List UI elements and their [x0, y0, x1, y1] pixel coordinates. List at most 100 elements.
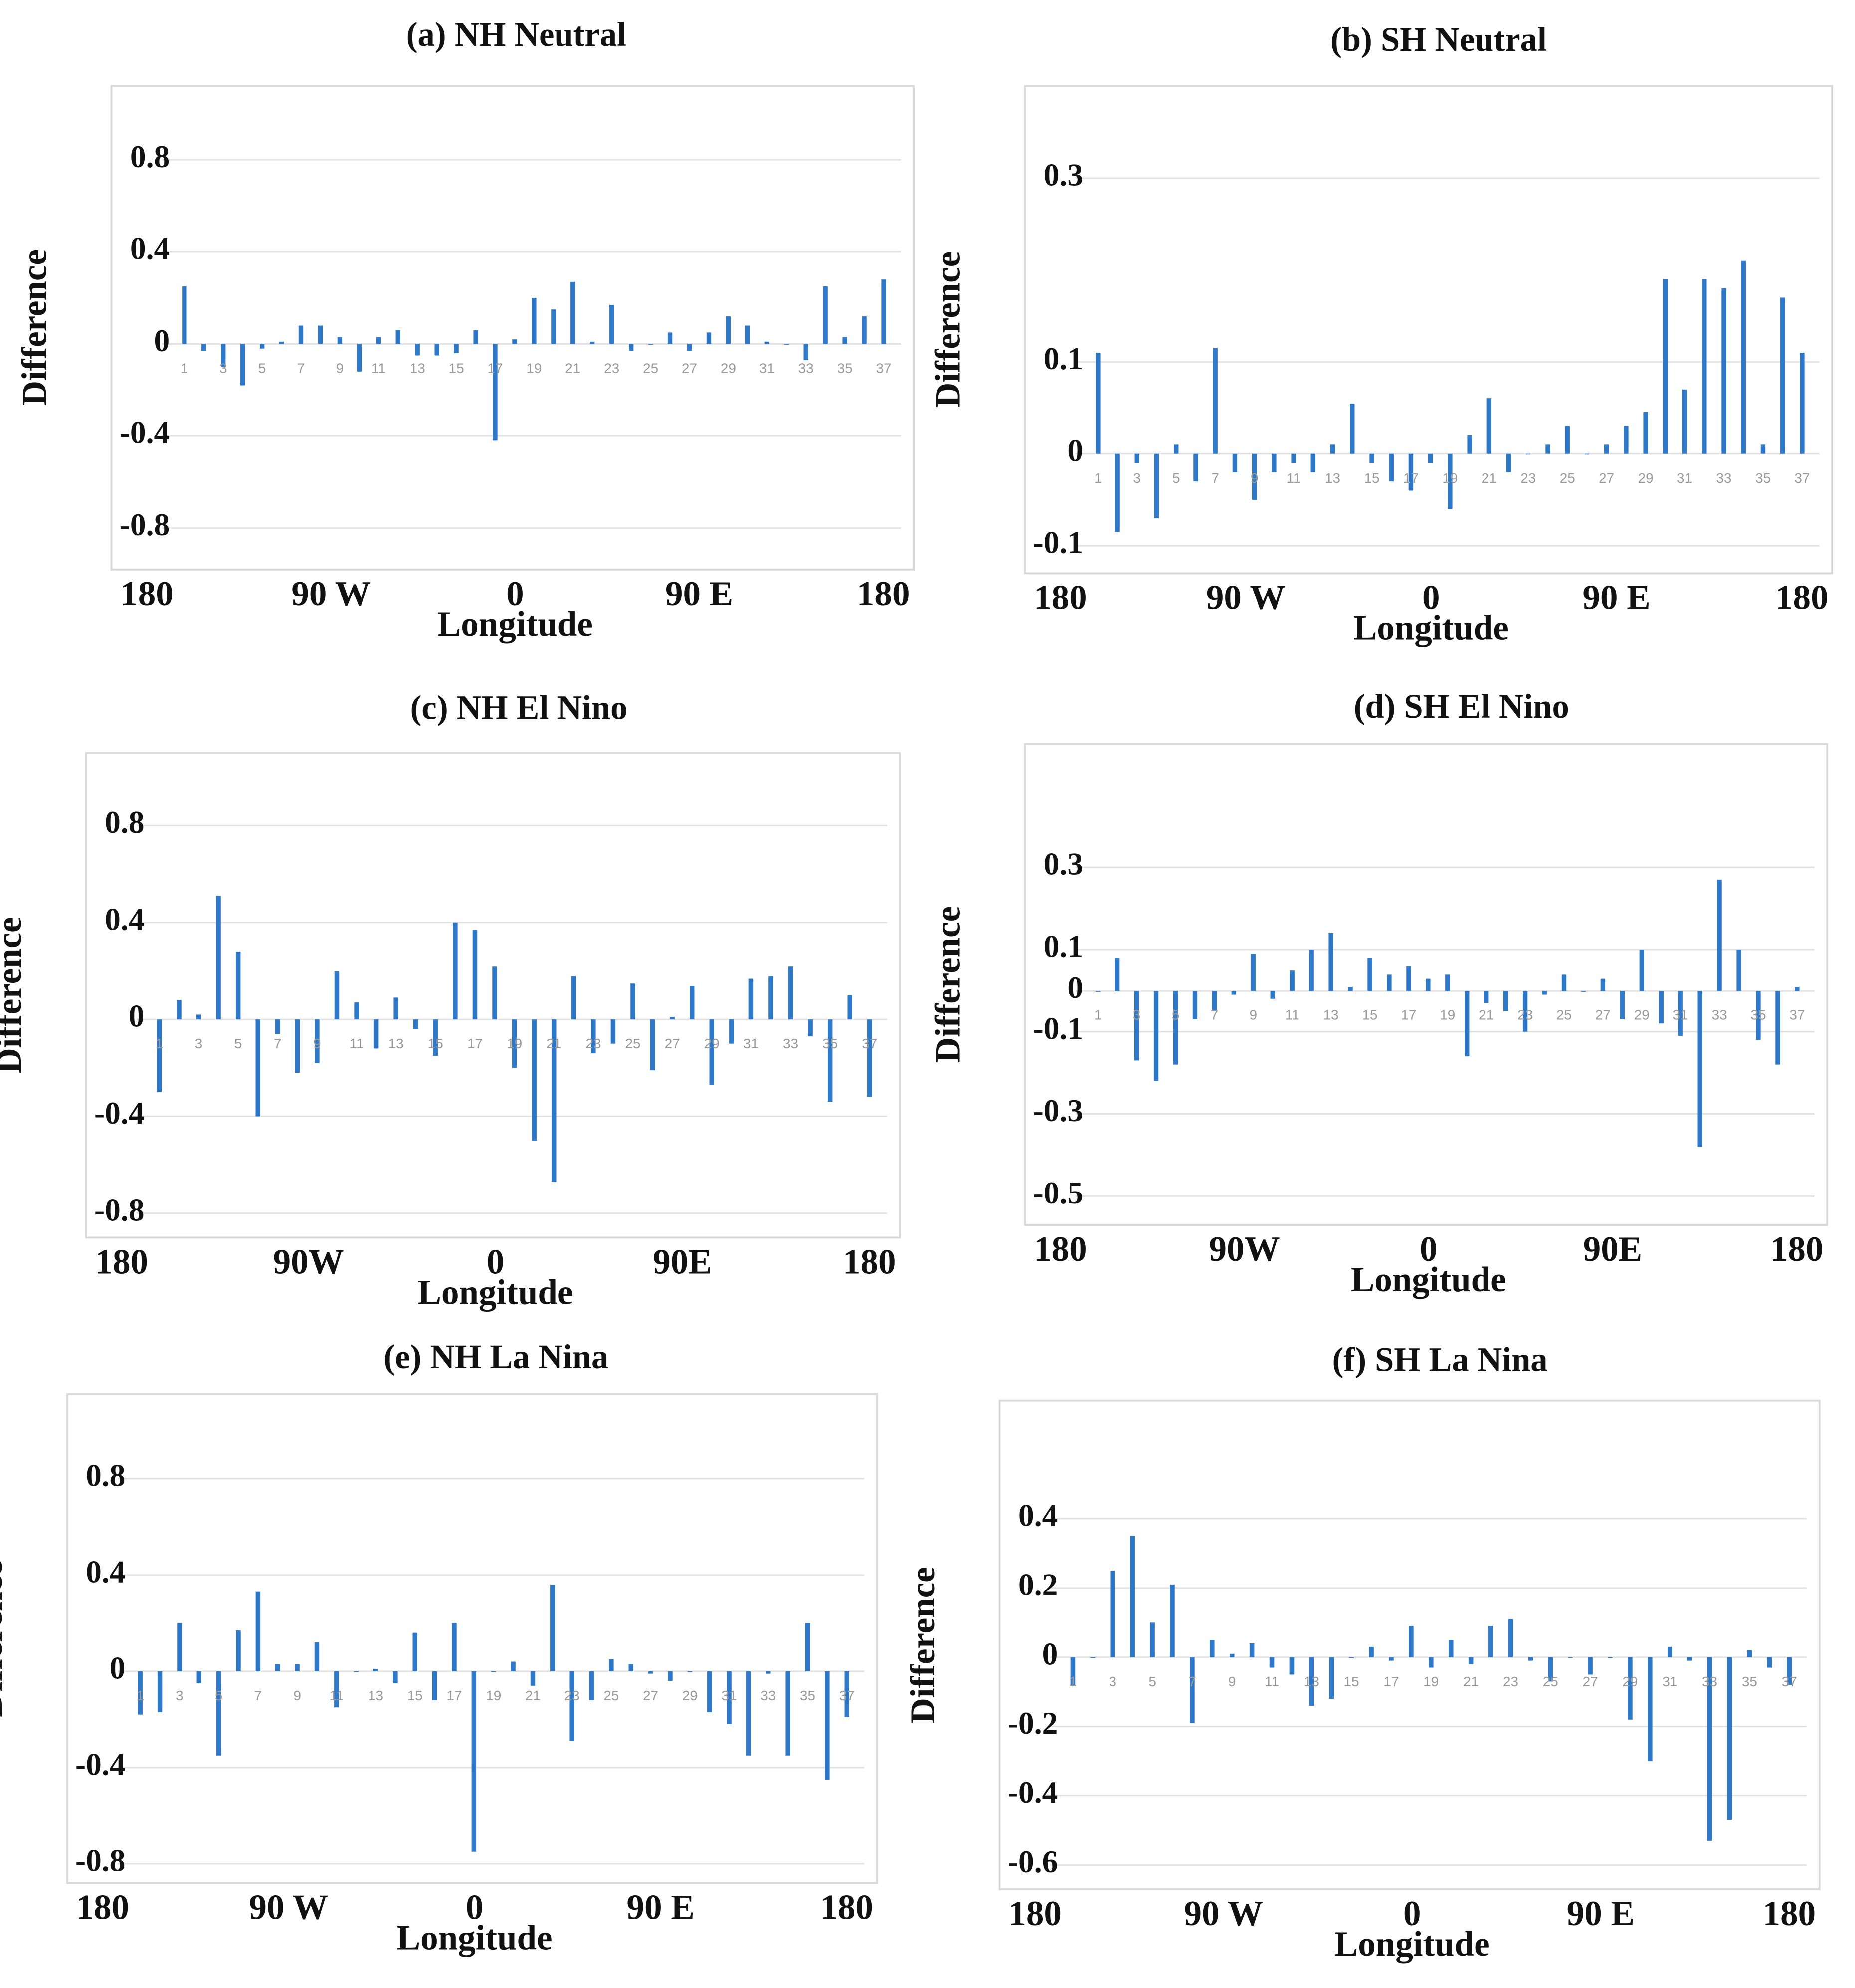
longitude-label: 0: [506, 575, 524, 613]
x-tick-label: 3: [1109, 1674, 1117, 1689]
bar: [201, 344, 206, 351]
bar: [823, 286, 828, 344]
bar: [1090, 1657, 1096, 1658]
x-tick-label: 13: [1304, 1674, 1319, 1689]
bar: [571, 976, 576, 1020]
bar: [393, 997, 398, 1020]
bar: [1428, 453, 1433, 463]
bar: [1542, 991, 1547, 995]
x-tick-label: 11: [350, 1036, 364, 1051]
y-tick-label: -0.5: [1033, 1175, 1083, 1210]
bar: [413, 1019, 418, 1029]
y-tick-label: 0.1: [1044, 341, 1083, 376]
panel: (f) SH La Nina 0.4 0.2 0 -0.2 -0.4 -0.6 Differe…: [904, 1340, 1821, 1964]
y-tick-label: 0.4: [86, 1554, 125, 1589]
bar: [1153, 991, 1159, 1081]
x-tick-label: 35: [800, 1688, 815, 1703]
bar: [433, 1019, 438, 1056]
bar: [157, 1019, 162, 1092]
bar: [628, 1664, 633, 1671]
longitude-label: 90W: [1209, 1230, 1280, 1269]
bar: [1721, 288, 1726, 454]
bar: [827, 1019, 833, 1102]
x-tick-label: 35: [1742, 1674, 1757, 1689]
y-axis-label: Difference: [929, 251, 968, 408]
bar: [1330, 444, 1335, 454]
x-tick-label: 11: [329, 1688, 344, 1703]
bar: [1096, 991, 1101, 992]
bar: [1190, 1657, 1195, 1723]
x-tick-label: 7: [1211, 470, 1219, 486]
y-tick-label: 0: [1042, 1636, 1058, 1671]
x-tick-label: 29: [721, 361, 736, 376]
x-tick-label: 15: [1362, 1007, 1377, 1022]
x-tick-label: 25: [1556, 1007, 1572, 1022]
bar: [393, 1671, 398, 1683]
bar: [1349, 1657, 1354, 1658]
longitude-label: 0: [1420, 1230, 1438, 1269]
x-axis-label: Longitude: [1353, 608, 1509, 647]
y-tick-label: -0.3: [1033, 1093, 1083, 1128]
bar: [727, 1671, 732, 1724]
bar: [847, 995, 852, 1020]
x-tick-label: 5: [1172, 470, 1180, 486]
bar: [157, 1671, 163, 1712]
y-tick-label: -0.1: [1033, 1010, 1083, 1046]
y-axis-label: Difference: [929, 906, 968, 1063]
bar: [530, 1671, 536, 1686]
chart-title: (f) SH La Nina: [1332, 1340, 1548, 1378]
x-tick-label: 37: [862, 1036, 877, 1051]
longitude-label: 180: [120, 575, 174, 613]
x-tick-label: 37: [1789, 1007, 1805, 1022]
x-tick-label: 19: [507, 1036, 522, 1051]
bar: [1350, 404, 1355, 454]
x-tick-label: 37: [1794, 470, 1810, 486]
bar: [453, 922, 458, 1020]
bar: [532, 298, 537, 344]
bar: [1620, 991, 1625, 1020]
x-tick-label: 17: [467, 1036, 483, 1051]
bar: [726, 316, 731, 344]
bar: [1213, 348, 1218, 454]
longitude-label: 90E: [1583, 1230, 1642, 1269]
bar: [295, 1664, 300, 1671]
longitude-label: 90 E: [1582, 578, 1650, 617]
bar: [532, 1019, 537, 1141]
bar: [1170, 1584, 1175, 1657]
y-tick-label: 0: [1067, 970, 1083, 1005]
x-tick-label: 21: [565, 361, 580, 376]
bar: [687, 344, 692, 351]
bar: [334, 1671, 339, 1708]
y-tick-label: 0.4: [130, 230, 170, 266]
x-tick-label: 5: [1148, 1674, 1156, 1689]
bar: [1639, 949, 1644, 991]
chart-title: (a) NH Neutral: [406, 15, 626, 53]
y-axis-label: Difference: [904, 1567, 942, 1723]
bar: [670, 1017, 675, 1020]
x-tick-label: 25: [625, 1036, 640, 1051]
bar: [1565, 426, 1570, 454]
x-tick-label: 29: [1634, 1007, 1650, 1022]
bar: [415, 344, 420, 356]
bar: [1249, 1643, 1255, 1657]
x-tick-label: 11: [1287, 470, 1301, 486]
bar: [1624, 426, 1629, 454]
bar: [1328, 933, 1333, 991]
x-tick-label: 5: [258, 361, 266, 376]
bar: [1659, 991, 1664, 1024]
bar: [609, 1659, 614, 1671]
bar: [298, 325, 304, 344]
bar: [1114, 958, 1120, 991]
x-tick-label: 33: [760, 1688, 776, 1703]
bar: [1526, 453, 1531, 455]
x-tick-label: 31: [1662, 1674, 1677, 1689]
bar: [1369, 453, 1374, 463]
x-tick-label: 33: [783, 1036, 798, 1051]
y-tick-label: 0.8: [86, 1457, 125, 1493]
y-tick-label: -0.2: [1008, 1705, 1058, 1741]
y-axis-label: Difference: [0, 1561, 10, 1717]
x-tick-label: 35: [822, 1036, 838, 1051]
bar: [1229, 1653, 1235, 1657]
bar: [551, 1019, 556, 1182]
bar: [591, 1019, 596, 1054]
